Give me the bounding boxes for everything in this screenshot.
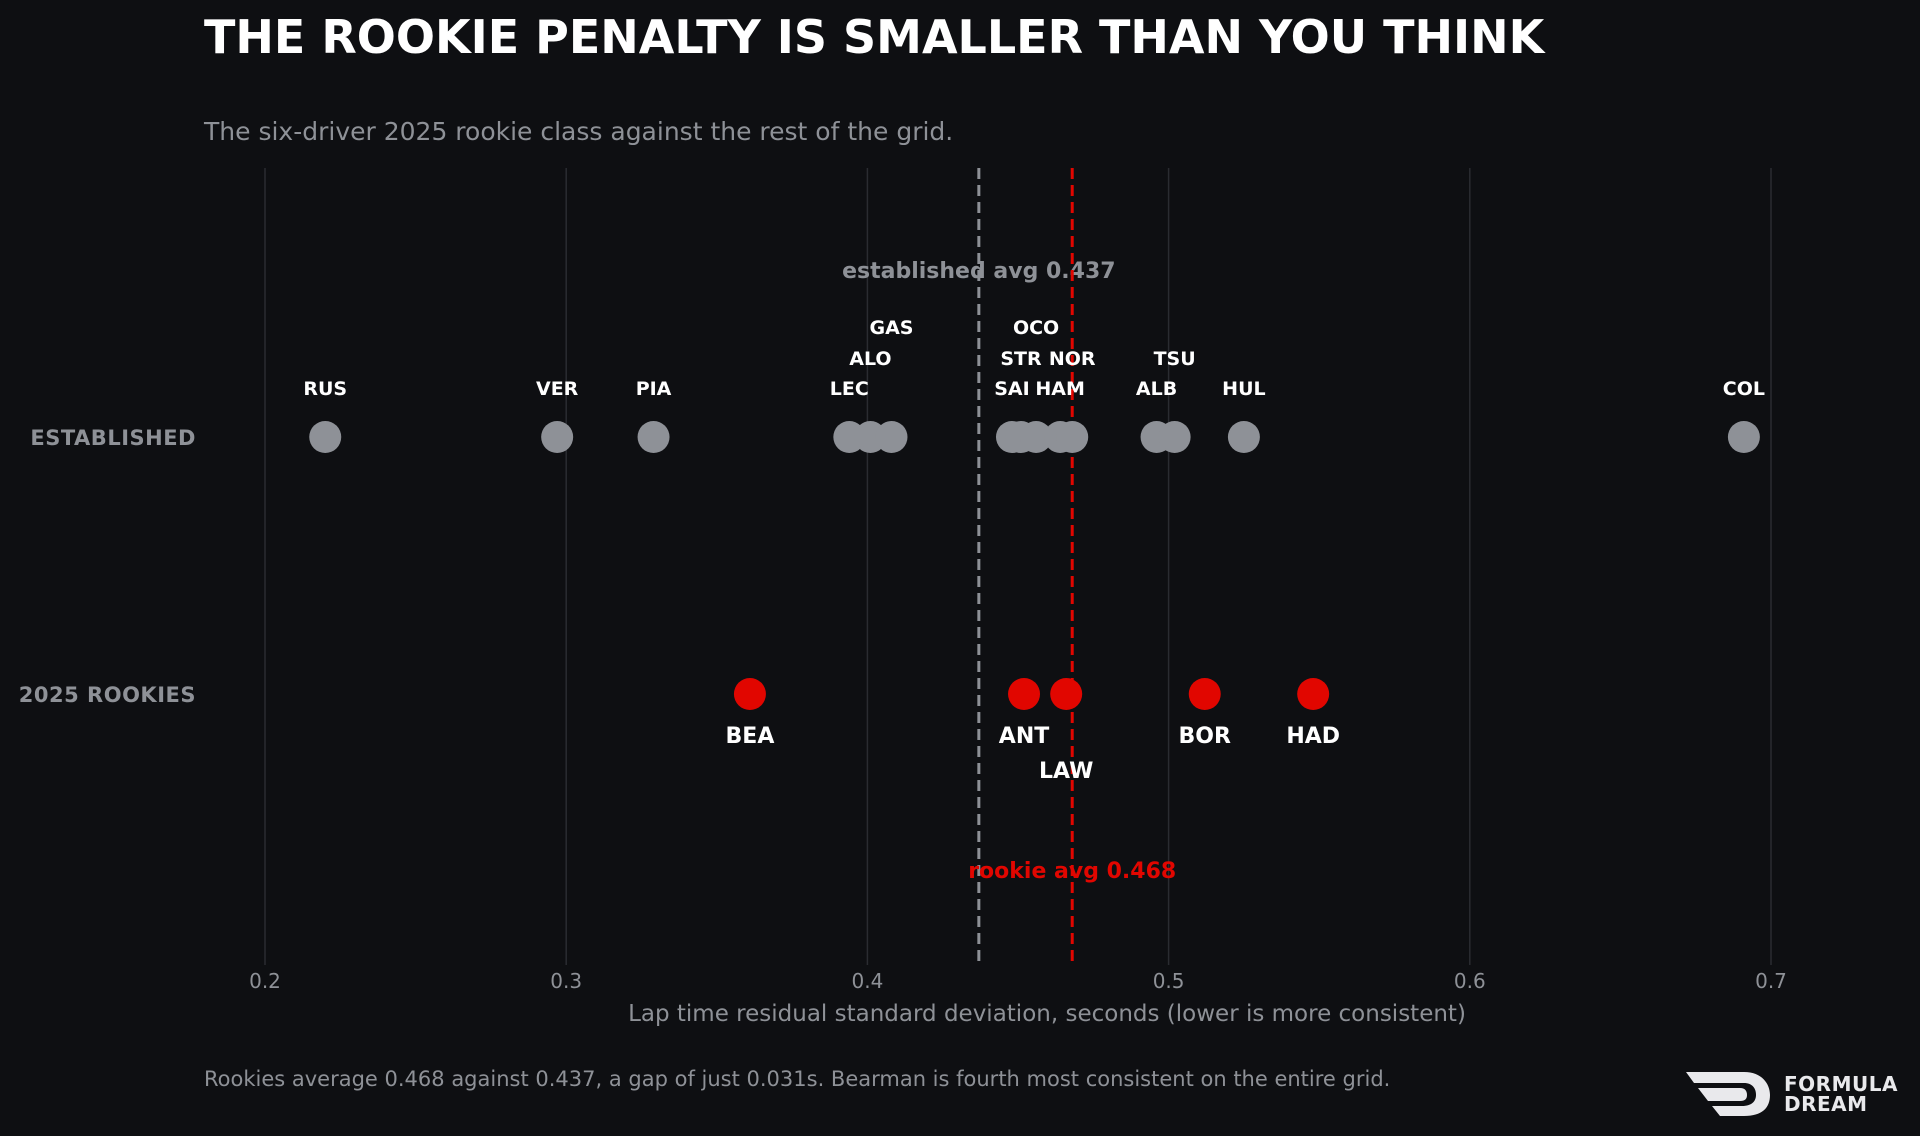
x-tick-label: 0.3 (550, 969, 582, 993)
data-point-label: RUS (303, 378, 347, 400)
data-point (1056, 421, 1089, 453)
gridlines (264, 168, 1772, 965)
x-tick-label: 0.6 (1454, 969, 1486, 993)
data-point (1020, 421, 1053, 453)
x-axis-ticks: 0.2 0.3 0.4 0.5 0.6 0.7 (249, 969, 1787, 993)
category-labels: ESTABLISHED 2025 ROOKIES (19, 426, 196, 707)
logo-line-1: FORMULA (1784, 1072, 1898, 1096)
data-point-label: OCO (1013, 317, 1059, 339)
data-point (733, 678, 766, 710)
data-point (1227, 421, 1260, 453)
data-point-label: STR (1000, 348, 1042, 370)
data-point (541, 421, 574, 453)
data-point-label: PIA (636, 378, 672, 400)
data-point (309, 421, 342, 453)
data-point (1008, 678, 1041, 710)
data-points: RUS VER PIA LEC ALO GAS SAI STR OCO HAM NOR ALB TSU H… (303, 317, 1765, 784)
x-tick-label: 0.4 (851, 969, 883, 993)
brand-logo: FORMULA DREAM (1682, 1068, 1898, 1120)
logo-line-2: DREAM (1784, 1092, 1868, 1116)
data-point (1727, 421, 1760, 453)
data-point (1158, 421, 1191, 453)
data-point-label: NOR (1049, 348, 1096, 370)
data-point-label: LAW (1039, 759, 1093, 784)
data-point-label: COL (1723, 378, 1765, 400)
data-point (875, 421, 908, 453)
data-point-label: HAM (1035, 378, 1085, 400)
data-point-label: VER (536, 378, 579, 400)
reference-lines: established avg 0.437 rookie avg 0.468 (842, 168, 1176, 965)
data-point-label: LEC (830, 378, 869, 400)
data-point (1050, 678, 1083, 710)
data-point-label: BEA (726, 724, 775, 749)
category-label: ESTABLISHED (30, 426, 196, 450)
data-point (1297, 678, 1330, 710)
data-point-label: TSU (1154, 348, 1196, 370)
data-point (1188, 678, 1221, 710)
chart-title: THE ROOKIE PENALTY IS SMALLER THAN YOU T… (204, 10, 1547, 64)
data-point-label: ALB (1136, 378, 1177, 400)
data-point-label: SAI (994, 378, 1029, 400)
data-point-label: ALO (849, 348, 891, 370)
chart-footnote: Rookies average 0.468 against 0.437, a g… (204, 1067, 1390, 1091)
data-point-label: GAS (870, 317, 914, 339)
reference-line-label: established avg 0.437 (842, 259, 1115, 284)
data-point-label: BOR (1179, 724, 1231, 749)
x-tick-label: 0.5 (1153, 969, 1185, 993)
data-point (637, 421, 670, 453)
chart-subtitle: The six-driver 2025 rookie class against… (203, 117, 953, 146)
data-point-label: HAD (1286, 724, 1340, 749)
x-tick-label: 0.7 (1755, 969, 1787, 993)
x-axis-label: Lap time residual standard deviation, se… (628, 1001, 1466, 1027)
reference-line-label: rookie avg 0.468 (968, 859, 1176, 884)
data-point-label: HUL (1222, 378, 1265, 400)
category-label: 2025 ROOKIES (19, 683, 196, 707)
formula-dream-logo-icon (1686, 1072, 1770, 1116)
x-tick-label: 0.2 (249, 969, 281, 993)
data-point-label: ANT (999, 724, 1049, 749)
